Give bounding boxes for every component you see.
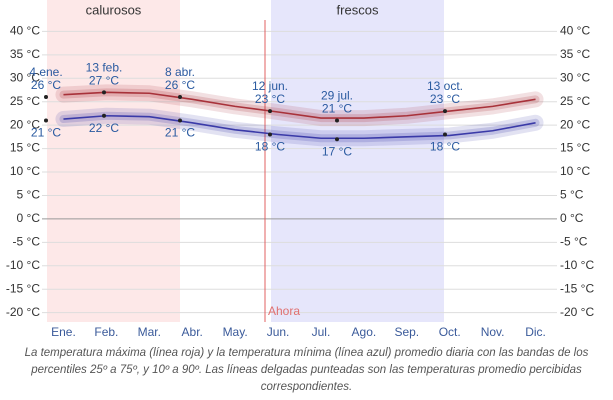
season-label: calurosos [86, 2, 142, 17]
y-tick-label-right: 30 °C [560, 70, 590, 84]
x-tick-label: Jul. [312, 325, 331, 339]
annotation-date: 8 abr. [165, 65, 195, 79]
y-tick-label: 25 °C [10, 94, 40, 108]
annotation-low: 22 °C [89, 121, 119, 135]
y-tick-label: 40 °C [10, 24, 40, 38]
y-tick-label-right: -5 °C [560, 234, 588, 248]
annotation-high: 27 °C [89, 73, 119, 87]
low-point [102, 113, 106, 118]
annotation-date: 29 jul. [321, 89, 353, 103]
y-tick-label: 15 °C [10, 141, 40, 155]
x-tick-label: May. [223, 325, 248, 339]
x-tick-label: Ene. [51, 325, 76, 339]
y-tick-label-right: -15 °C [560, 281, 594, 295]
annotation-high: 26 °C [31, 78, 61, 92]
y-tick-label-right: 10 °C [560, 164, 590, 178]
annotation-high: 21 °C [322, 102, 352, 116]
annotation-date: 13 feb. [86, 60, 123, 74]
series-line [63, 114, 536, 140]
y-tick-label: 35 °C [10, 47, 40, 61]
low-point [335, 137, 339, 142]
annotation-high: 23 °C [255, 92, 285, 106]
annotation-low: 21 °C [31, 126, 61, 140]
y-tick-label: 30 °C [10, 70, 40, 84]
low-point [44, 118, 48, 123]
y-tick-label: 5 °C [17, 188, 41, 202]
annotation-low: 17 °C [322, 144, 352, 158]
y-tick-label-right: 35 °C [560, 47, 590, 61]
season-band [47, 0, 180, 322]
annotation-low: 21 °C [165, 126, 195, 140]
high-point [44, 95, 48, 99]
low-point [178, 118, 182, 123]
x-tick-label: Oct. [439, 325, 461, 339]
high-point [335, 118, 339, 123]
x-tick-label: Ago. [352, 325, 377, 339]
y-tick-label-right: 40 °C [560, 24, 590, 38]
y-tick-label: -5 °C [13, 234, 41, 248]
y-tick-label: -15 °C [6, 281, 40, 295]
y-tick-label-right: -20 °C [560, 305, 594, 319]
y-tick-label-right: 15 °C [560, 141, 590, 155]
low-point [443, 132, 447, 137]
x-tick-label: Feb. [94, 325, 118, 339]
season-band [271, 0, 444, 322]
y-tick-label: 10 °C [10, 164, 40, 178]
now-label: Ahora [268, 304, 300, 318]
annotation-date: 13 oct. [427, 79, 463, 93]
high-point [268, 109, 272, 114]
y-tick-label-right: -10 °C [560, 258, 594, 272]
y-tick-label-right: 5 °C [560, 188, 584, 202]
chart: calurosos frescos 40 °C 40 °C 35 °C 35 °C 30 °… [6, 0, 594, 339]
y-tick-label-right: 20 °C [560, 117, 590, 131]
y-tick-label-right: 25 °C [560, 94, 590, 108]
high-point [102, 90, 106, 95]
x-tick-label: Dic. [525, 325, 546, 339]
annotation-high: 23 °C [430, 92, 460, 106]
season-label: frescos [337, 2, 379, 17]
annotation-date: 12 jun. [252, 79, 288, 93]
x-tick-label: Mar. [138, 325, 161, 339]
series-line [63, 91, 536, 119]
y-tick-label: 0 °C [17, 211, 41, 225]
x-tick-label: Sep. [394, 325, 419, 339]
high-point [178, 95, 182, 99]
y-tick-label: -10 °C [6, 258, 40, 272]
x-tick-label: Abr. [182, 325, 203, 339]
y-tick-label-right: 0 °C [560, 211, 584, 225]
annotation-low: 18 °C [430, 140, 460, 154]
high-point [443, 109, 447, 114]
y-tick-label: -20 °C [6, 305, 40, 319]
low-point [268, 132, 272, 137]
annotation-date: 4 ene. [29, 65, 62, 79]
annotation-low: 18 °C [255, 140, 285, 154]
caption: La temperatura máxima (línea roja) y la … [24, 347, 589, 393]
annotation-high: 26 °C [165, 78, 195, 92]
y-tick-label: 20 °C [10, 117, 40, 131]
x-tick-label: Jun. [267, 325, 290, 339]
x-tick-label: Nov. [481, 325, 505, 339]
